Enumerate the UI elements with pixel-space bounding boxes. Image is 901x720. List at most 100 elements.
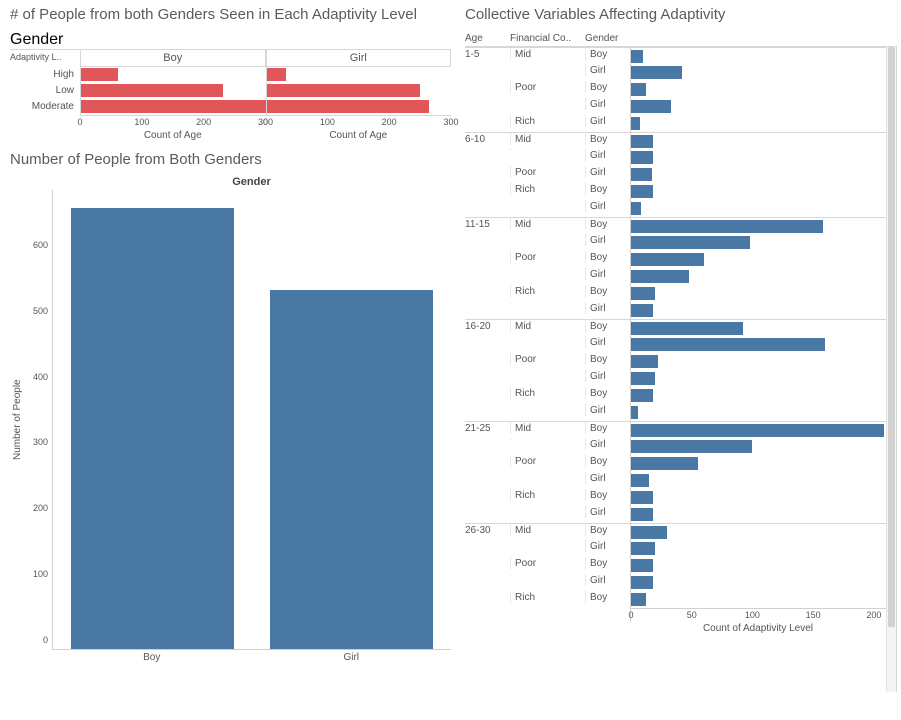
panel3-bar[interactable] xyxy=(631,440,752,453)
panel3-bar[interactable] xyxy=(631,372,655,385)
panel3-bar[interactable] xyxy=(631,202,641,215)
panel1-bar[interactable] xyxy=(81,84,223,97)
panel2-bar[interactable] xyxy=(270,290,433,648)
table-row[interactable]: 1-5MidBoy xyxy=(465,47,886,64)
panel1-bar[interactable] xyxy=(267,100,430,113)
panel3-body: 1-5MidBoyGirlPoorBoyGirlRichGirl6-10MidB… xyxy=(465,46,897,692)
table-row[interactable]: 11-15MidBoy xyxy=(465,217,886,234)
table-row[interactable]: Girl xyxy=(465,302,886,319)
table-row[interactable]: Girl xyxy=(465,200,886,217)
panel3-bar[interactable] xyxy=(631,389,653,402)
table-row[interactable]: Girl xyxy=(465,336,886,353)
panel3-bar[interactable] xyxy=(631,322,743,335)
panel3-bar[interactable] xyxy=(631,355,658,368)
panel3-bar[interactable] xyxy=(631,287,655,300)
table-row[interactable]: RichBoy xyxy=(465,489,886,506)
panel3-bar[interactable] xyxy=(631,491,653,504)
panel3-xlabel: Count of Adaptivity Level xyxy=(630,622,896,634)
table-row[interactable]: 21-25MidBoy xyxy=(465,421,886,438)
panel3-bar[interactable] xyxy=(631,559,653,572)
panel2-bar[interactable] xyxy=(71,208,234,648)
table-row[interactable]: 6-10MidBoy xyxy=(465,132,886,149)
panel3-bar[interactable] xyxy=(631,593,646,606)
cell-financial: Mid xyxy=(510,422,585,434)
panel3-scroll-thumb[interactable] xyxy=(888,47,895,628)
table-row[interactable]: Girl xyxy=(465,370,886,387)
cell-gender: Boy xyxy=(585,285,630,297)
panel3-bar[interactable] xyxy=(631,406,638,419)
table-row[interactable]: PoorGirl xyxy=(465,166,886,183)
table-row[interactable]: RichBoy xyxy=(465,387,886,404)
panel3-column-headers: Age Financial Co.. Gender xyxy=(465,31,897,46)
table-row[interactable]: Girl xyxy=(465,234,886,251)
table-row[interactable]: RichGirl xyxy=(465,115,886,132)
table-row[interactable]: PoorBoy xyxy=(465,251,886,268)
panel1-bar[interactable] xyxy=(267,84,420,97)
panel1-bars-boy[interactable] xyxy=(80,67,266,115)
table-row[interactable]: Girl xyxy=(465,149,886,166)
cell-gender: Boy xyxy=(585,133,630,145)
table-row[interactable]: Girl xyxy=(465,574,886,591)
panel3-bar[interactable] xyxy=(631,220,823,233)
table-row[interactable]: Girl xyxy=(465,98,886,115)
panel2-plot[interactable] xyxy=(53,190,451,650)
panel3-bar[interactable] xyxy=(631,100,671,113)
panel3-bar[interactable] xyxy=(631,526,667,539)
panel3-bar[interactable] xyxy=(631,168,652,181)
panel3-bar[interactable] xyxy=(631,270,689,283)
table-row[interactable]: PoorBoy xyxy=(465,455,886,472)
panel3-bar[interactable] xyxy=(631,508,653,521)
table-row[interactable]: Girl xyxy=(465,404,886,421)
panel3-bar[interactable] xyxy=(631,253,704,266)
panel1-bar[interactable] xyxy=(81,68,118,81)
panel3-bar[interactable] xyxy=(631,424,884,437)
table-row[interactable]: RichBoy xyxy=(465,591,886,608)
cell-gender: Girl xyxy=(585,234,630,246)
panel3-bar-cell xyxy=(630,166,886,183)
panel1-bar[interactable] xyxy=(267,68,287,81)
panel3-bar[interactable] xyxy=(631,338,825,351)
panel3-bar-cell xyxy=(630,133,886,149)
panel3-bar[interactable] xyxy=(631,236,750,249)
panel3-bar-cell xyxy=(630,404,886,421)
cell-gender: Boy xyxy=(585,422,630,434)
panel3-bar[interactable] xyxy=(631,151,653,164)
panel3-bar[interactable] xyxy=(631,474,649,487)
panel3-bar[interactable] xyxy=(631,50,643,63)
table-row[interactable]: PoorBoy xyxy=(465,81,886,98)
panel3-rows[interactable]: 1-5MidBoyGirlPoorBoyGirlRichGirl6-10MidB… xyxy=(465,47,896,608)
cell-gender: Girl xyxy=(585,404,630,416)
table-row[interactable]: RichBoy xyxy=(465,285,886,302)
table-row[interactable]: RichBoy xyxy=(465,183,886,200)
table-row[interactable]: 26-30MidBoy xyxy=(465,523,886,540)
cell-age: 11-15 xyxy=(465,218,510,230)
panel3-bar[interactable] xyxy=(631,542,655,555)
panel1-bars-girl[interactable] xyxy=(266,67,452,115)
cell-financial xyxy=(510,540,585,541)
table-row[interactable]: Girl xyxy=(465,268,886,285)
cell-financial: Poor xyxy=(510,455,585,467)
table-row[interactable]: Girl xyxy=(465,438,886,455)
cell-age xyxy=(465,472,510,473)
cell-gender: Boy xyxy=(585,320,630,332)
cell-gender: Boy xyxy=(585,48,630,60)
panel3-bar[interactable] xyxy=(631,185,653,198)
panel3-bar[interactable] xyxy=(631,457,698,470)
panel3-bar[interactable] xyxy=(631,66,682,79)
panel3-bar[interactable] xyxy=(631,576,653,589)
panel1-facet-girl: Girl xyxy=(266,49,452,67)
table-row[interactable]: Girl xyxy=(465,506,886,523)
table-row[interactable]: Girl xyxy=(465,540,886,557)
table-row[interactable]: PoorBoy xyxy=(465,557,886,574)
table-row[interactable]: PoorBoy xyxy=(465,353,886,370)
cell-gender: Girl xyxy=(585,200,630,212)
table-row[interactable]: Girl xyxy=(465,64,886,81)
panel3-scrollbar[interactable] xyxy=(886,47,896,692)
panel3-bar[interactable] xyxy=(631,135,653,148)
panel3-bar-cell xyxy=(630,370,886,387)
table-row[interactable]: Girl xyxy=(465,472,886,489)
panel3-bar[interactable] xyxy=(631,117,640,130)
panel3-bar[interactable] xyxy=(631,83,646,96)
table-row[interactable]: 16-20MidBoy xyxy=(465,319,886,336)
panel3-bar[interactable] xyxy=(631,304,653,317)
